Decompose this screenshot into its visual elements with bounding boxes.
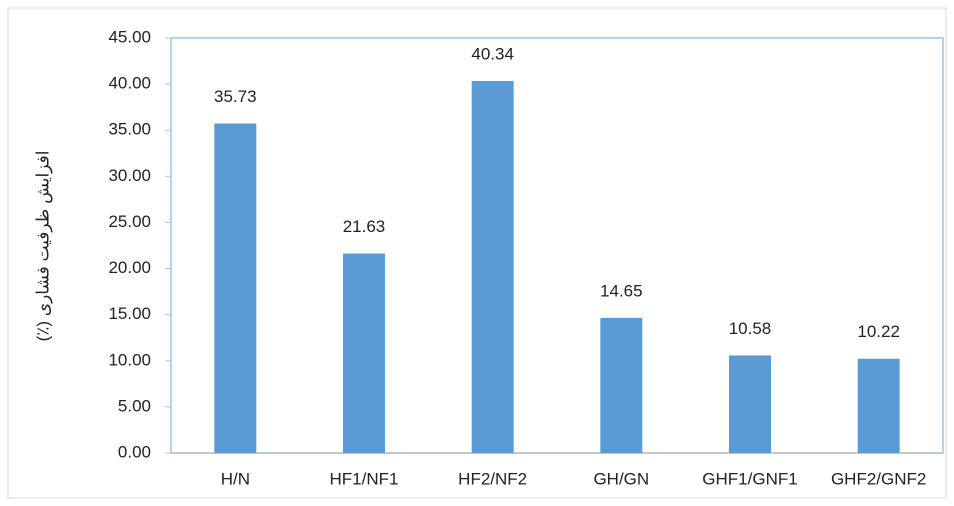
bar [343,253,385,453]
x-tick-label: GHF2/GNF2 [831,469,926,488]
x-tick-label: GHF1/GNF1 [702,469,797,488]
bar [600,317,643,453]
x-tick-label: HF1/NF1 [330,469,399,488]
y-tick-label: 10.00 [108,350,151,369]
y-axis-label: افزایش ظرفیت فشاری (٪) [33,151,52,342]
y-tick-label: 35.00 [108,120,151,139]
data-label: 21.63 [343,217,386,236]
x-tick-label: HF2/NF2 [458,469,527,488]
y-tick-label: 5.00 [118,396,151,415]
data-label: 10.22 [857,322,900,341]
y-tick-label: 40.00 [108,74,151,93]
x-tick-label: H/N [221,469,250,488]
x-tick-label: GH/GN [593,469,649,488]
data-label: 14.65 [600,281,643,300]
y-tick-label: 20.00 [108,258,151,277]
bar [214,123,257,454]
y-tick-label: 0.00 [118,442,151,461]
bar [471,80,514,453]
data-label: 35.73 [214,87,257,106]
data-label: 10.58 [729,319,772,338]
y-tick-label: 15.00 [108,304,151,323]
bar [857,358,900,453]
bar [729,355,771,453]
y-tick-label: 30.00 [108,166,151,185]
y-tick-label: 45.00 [108,27,151,46]
data-label: 40.34 [471,44,514,63]
y-tick-label: 25.00 [108,212,151,231]
